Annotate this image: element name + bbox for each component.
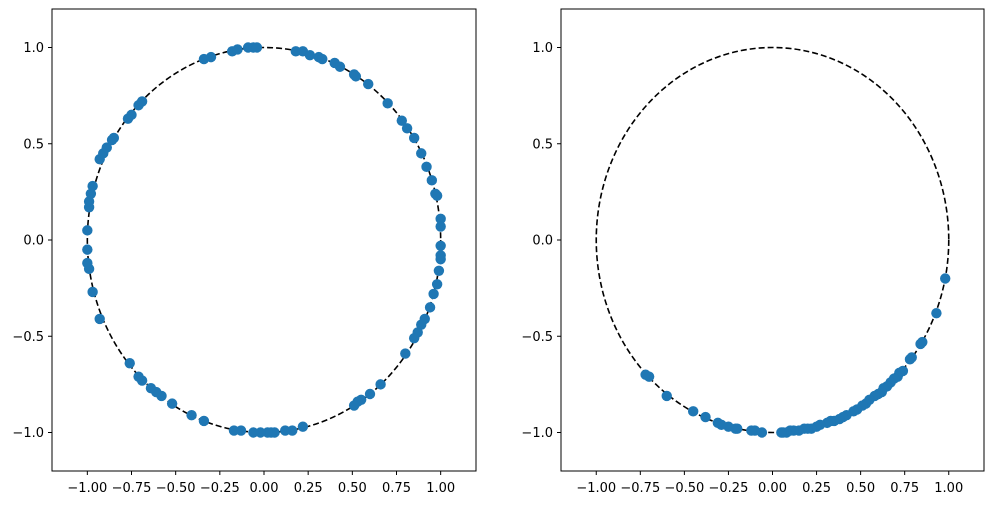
x-tick-label: −1.00 — [67, 481, 107, 496]
x-tick-label: 0.25 — [802, 481, 831, 496]
data-point — [232, 44, 243, 55]
x-tick-label: 0.50 — [338, 481, 367, 496]
data-point — [382, 98, 393, 109]
x-tick-label: −1.00 — [576, 481, 616, 496]
data-point — [435, 221, 446, 232]
data-point — [915, 338, 926, 350]
data-point — [350, 71, 362, 82]
data-point — [124, 358, 135, 369]
data-point — [334, 61, 346, 72]
x-tick-label: 0.50 — [846, 481, 875, 496]
data-point — [280, 425, 291, 436]
data-point — [87, 286, 98, 298]
data-point — [248, 427, 259, 438]
data-point — [640, 369, 651, 380]
data-point — [228, 425, 240, 436]
data-point — [82, 225, 93, 236]
y-tick-label: 1.0 — [532, 41, 553, 56]
data-point — [931, 307, 942, 319]
data-point — [297, 421, 309, 432]
data-point — [82, 244, 93, 255]
data-point — [396, 115, 407, 126]
data-point — [712, 417, 724, 429]
data-point — [435, 213, 446, 225]
data-point — [108, 132, 120, 144]
x-tick-label: −0.50 — [664, 481, 704, 496]
y-tick-label: 0.0 — [532, 234, 553, 249]
x-tick-label: 0.25 — [294, 481, 323, 496]
y-tick-label: −1.0 — [12, 426, 44, 441]
data-point — [940, 273, 951, 284]
x-tick-label: 0.00 — [758, 481, 787, 496]
data-point — [251, 42, 263, 53]
axes-frame — [51, 8, 477, 472]
data-point — [348, 400, 360, 411]
y-tick-label: 0.0 — [23, 234, 44, 249]
data-point — [82, 257, 93, 269]
x-tick-label: 1.00 — [934, 481, 963, 496]
data-point — [304, 50, 316, 61]
x-tick-label: −0.25 — [709, 481, 749, 496]
y-tick-label: −0.5 — [12, 330, 44, 345]
data-point — [136, 96, 148, 107]
data-point — [101, 142, 112, 153]
data-point — [435, 240, 446, 251]
data-point — [400, 348, 411, 359]
data-point — [364, 388, 376, 400]
x-tick-label: −0.25 — [200, 481, 240, 496]
x-tick-label: −0.50 — [156, 481, 196, 496]
data-point — [133, 371, 144, 382]
y-tick-label: −0.5 — [521, 330, 553, 345]
right-scatter-panel: −1.00 −0.75 −0.50 −0.25 0.00 0.25 0.50 0.75 1.00… — [521, 8, 985, 496]
data-point — [186, 409, 197, 421]
data-point — [401, 123, 413, 134]
x-tick-label: 0.75 — [382, 481, 411, 496]
data-point — [375, 379, 386, 390]
data-point — [317, 53, 328, 65]
y-tick-label: 1.0 — [23, 41, 44, 56]
data-point — [408, 132, 420, 144]
data-point — [421, 161, 432, 173]
data-point — [433, 265, 445, 276]
unit-circle-reference — [595, 46, 950, 434]
data-point — [776, 427, 787, 438]
x-tick-label: −0.75 — [112, 481, 152, 496]
data-point — [94, 313, 105, 325]
data-point — [166, 398, 178, 409]
data-point — [435, 254, 446, 265]
data-point — [363, 78, 374, 90]
data-point — [126, 109, 137, 121]
data-point — [87, 180, 98, 192]
x-tick-label: −0.75 — [620, 481, 660, 496]
data-point — [198, 53, 210, 65]
data-point — [408, 332, 420, 344]
y-tick-label: 0.5 — [23, 137, 44, 152]
axes-frame — [560, 8, 985, 472]
data-point — [424, 302, 436, 313]
x-tick-label: 1.00 — [426, 481, 455, 496]
data-point — [416, 148, 427, 159]
data-point — [661, 390, 672, 402]
x-tick-label: 0.00 — [250, 481, 279, 496]
data-point — [145, 383, 157, 394]
y-tick-label: −1.0 — [521, 426, 553, 441]
data-point — [428, 288, 439, 300]
data-point — [687, 406, 699, 417]
data-point — [746, 425, 757, 436]
data-point — [904, 354, 916, 365]
data-point — [426, 175, 438, 186]
y-tick-label: 0.5 — [532, 137, 553, 152]
data-point — [431, 279, 443, 290]
left-scatter-panel: −1.00 −0.75 −0.50 −0.25 0.00 0.25 0.50 0.75 1.00… — [12, 8, 477, 496]
data-point — [700, 411, 711, 423]
x-tick-label: 0.75 — [890, 481, 919, 496]
data-point — [198, 415, 210, 427]
data-point — [431, 190, 443, 201]
